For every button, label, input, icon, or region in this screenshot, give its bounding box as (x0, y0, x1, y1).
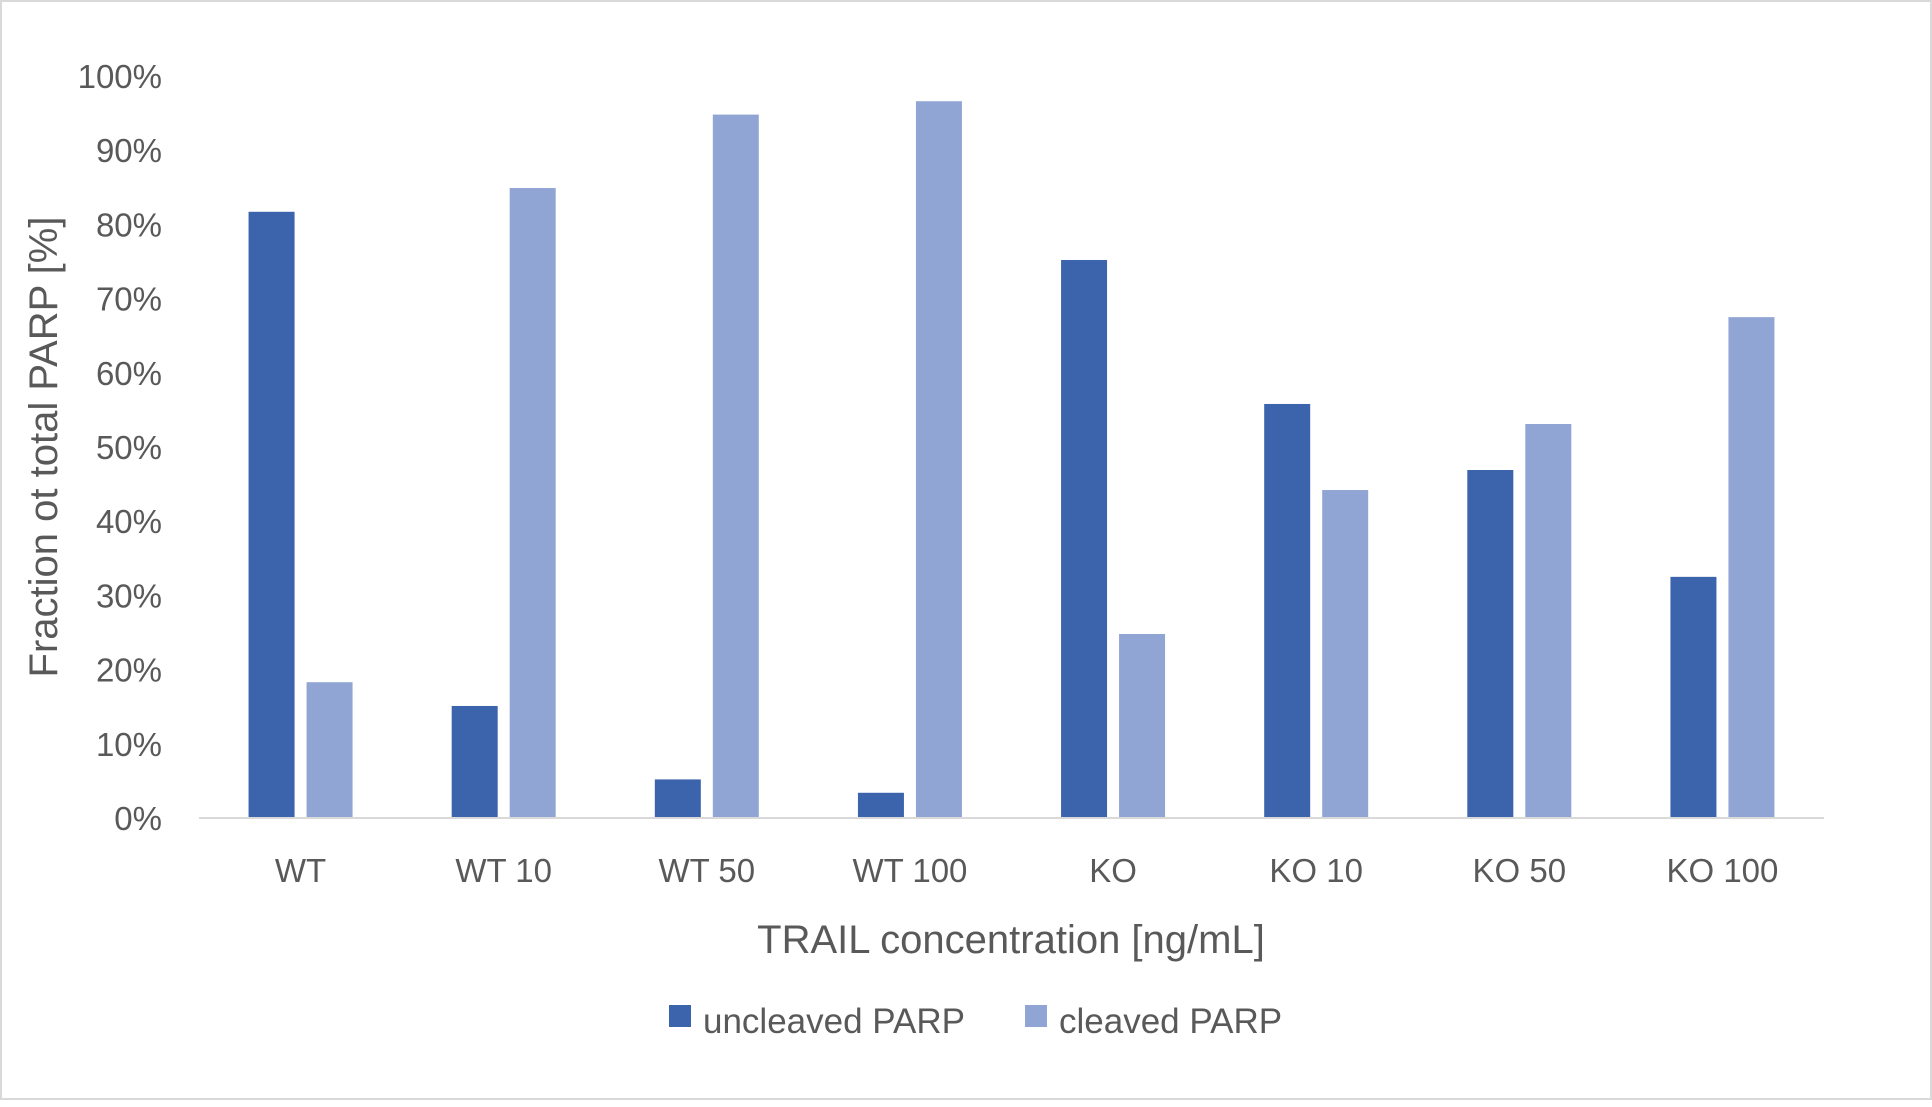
bars-group (248, 101, 1775, 819)
x-axis-title: TRAIL concentration [ng/mL] (757, 918, 1265, 962)
x-tick-label: KO 100 (1666, 852, 1778, 889)
legend-label: cleaved PARP (1059, 1002, 1282, 1041)
y-tick-label: 40% (96, 503, 162, 540)
y-tick-label: 30% (96, 577, 162, 614)
legend: uncleaved PARP cleaved PARP (669, 1002, 1282, 1041)
bar-uncleaved (1264, 403, 1311, 818)
bar-uncleaved (248, 211, 295, 818)
x-tick-label: KO 50 (1473, 852, 1567, 889)
bar-uncleaved (654, 779, 701, 818)
bar-uncleaved (857, 792, 904, 818)
bar-cleaved (1728, 317, 1775, 818)
y-tick-label: 90% (96, 132, 162, 169)
y-tick-label: 100% (78, 58, 162, 95)
legend-swatch (669, 1005, 691, 1027)
x-tick-label: WT 100 (852, 852, 967, 889)
bar-uncleaved (1467, 470, 1514, 818)
bar-cleaved (509, 188, 556, 819)
bar-cleaved (915, 101, 962, 818)
y-tick-label: 50% (96, 429, 162, 466)
bar-cleaved (1525, 423, 1572, 818)
x-tick-label: WT 50 (659, 852, 756, 889)
x-tick-label: KO 10 (1269, 852, 1363, 889)
y-axis-tick-labels: 0% 10% 20% 30% 40% 50% 60% 70% 80% 90% 100% (78, 58, 162, 837)
bar-uncleaved (1670, 576, 1717, 818)
legend-swatch (1025, 1005, 1047, 1027)
bar-cleaved (1119, 633, 1166, 818)
bar-uncleaved (451, 705, 498, 818)
x-tick-label: WT 10 (455, 852, 552, 889)
bar-cleaved (306, 682, 353, 818)
y-tick-label: 20% (96, 652, 162, 689)
bar-uncleaved (1061, 260, 1108, 818)
y-tick-label: 60% (96, 355, 162, 392)
y-tick-label: 10% (96, 726, 162, 763)
x-tick-label: WT (275, 852, 326, 889)
y-tick-label: 80% (96, 206, 162, 243)
x-axis-tick-labels: WT WT 10 WT 50 WT 100 KO KO 10 KO 50 KO 100 (275, 852, 1778, 889)
y-axis-title: Fraction ot total PARP [%] (22, 217, 66, 678)
bar-cleaved (712, 114, 759, 819)
bar-cleaved (1322, 490, 1369, 818)
y-tick-label: 0% (114, 800, 162, 837)
legend-label: uncleaved PARP (703, 1002, 965, 1041)
x-tick-label: KO (1089, 852, 1137, 889)
y-tick-label: 70% (96, 281, 162, 318)
